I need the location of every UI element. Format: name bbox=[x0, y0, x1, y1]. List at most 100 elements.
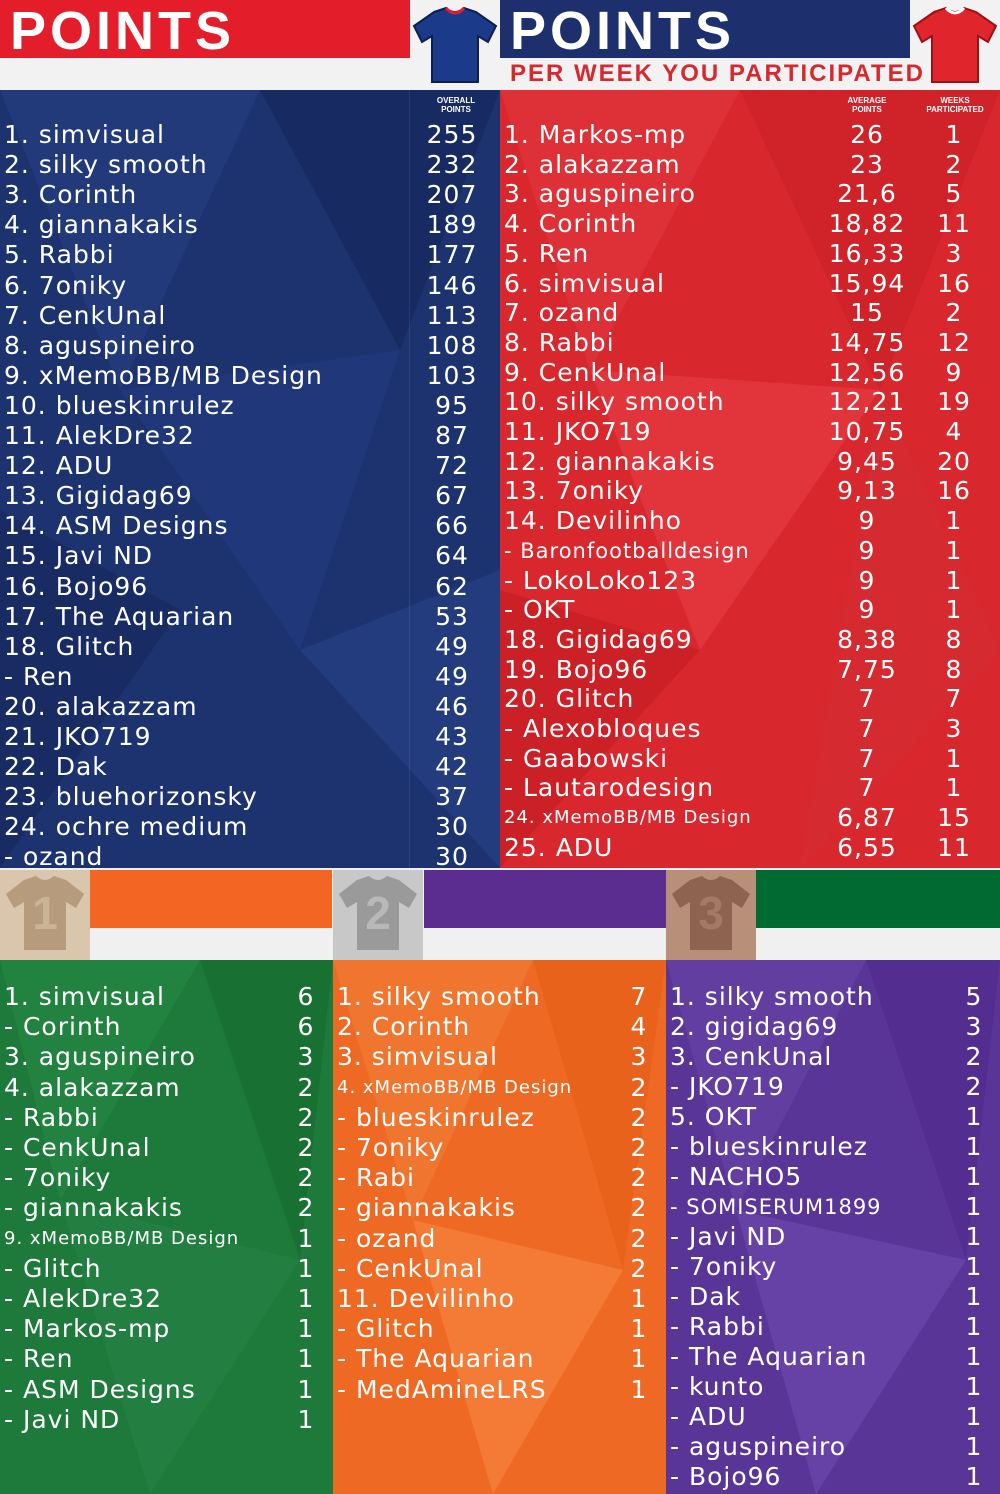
table-row: 1. silky smooth 5 bbox=[666, 982, 1000, 1012]
table-row: - Rabi 2 bbox=[333, 1163, 666, 1193]
table-row: 24. ochre medium 30 bbox=[0, 812, 500, 842]
table-row: 21. JKO719 43 bbox=[0, 722, 500, 752]
first-place-panel: 1. simvisual 6- Corinth 6 3. aguspineiro 3 4.… bbox=[0, 960, 333, 1494]
table-row: 3. aguspineiro 3 bbox=[0, 1042, 333, 1072]
player-name: 6. simvisual bbox=[504, 268, 665, 298]
table-row: - aguspineiro 1 bbox=[666, 1432, 1000, 1462]
overall-points: 62 bbox=[435, 571, 469, 601]
average-points: 9,13 bbox=[837, 476, 897, 506]
right-header-title: POINTS bbox=[510, 1, 736, 61]
weeks-participated: 1 bbox=[945, 773, 963, 803]
table-row: - LokoLoko123 9 1 bbox=[500, 566, 1000, 596]
table-row: 1. simvisual 6 bbox=[0, 982, 333, 1012]
player-name: 12. ADU bbox=[4, 451, 114, 481]
orange-bar bbox=[90, 870, 332, 928]
player-name: - ASM Designs bbox=[4, 1374, 196, 1404]
table-row: 7. CenkUnal 113 bbox=[0, 301, 500, 331]
first-place-count: 1 bbox=[297, 1374, 315, 1404]
second-place-count: 2 bbox=[630, 1163, 648, 1193]
table-row: - giannakakis 2 bbox=[0, 1193, 333, 1223]
rank-3-number: 3 bbox=[698, 887, 724, 939]
player-name: - 7oniky bbox=[4, 1163, 112, 1193]
table-row: 13. 7oniky 9,13 16 bbox=[500, 476, 1000, 506]
first-place-count: 1 bbox=[297, 1284, 315, 1313]
table-row: 4. xMemoBB/MB Design 2 bbox=[333, 1073, 666, 1103]
third-place-count: 1 bbox=[965, 1432, 983, 1461]
overall-points: 43 bbox=[435, 722, 469, 751]
average-points: 18,82 bbox=[828, 209, 906, 239]
table-row: 19. Bojo96 7,75 8 bbox=[500, 655, 1000, 685]
player-name: 18. Glitch bbox=[4, 631, 135, 661]
average-points: 7 bbox=[858, 743, 876, 773]
player-name: 10. silky smooth bbox=[504, 387, 725, 417]
table-row: 17. The Aquarian 53 bbox=[0, 602, 500, 632]
average-points: 7,75 bbox=[837, 654, 897, 684]
player-name: - The Aquarian bbox=[670, 1342, 868, 1371]
player-name: - ozand bbox=[337, 1223, 437, 1253]
average-points: 12,56 bbox=[828, 357, 906, 387]
player-name: - Ren bbox=[4, 661, 74, 691]
player-name: 5. Rabbi bbox=[4, 240, 115, 270]
overall-points: 42 bbox=[435, 752, 469, 782]
player-name: - 7oniky bbox=[670, 1252, 778, 1281]
player-name: 1. silky smooth bbox=[670, 982, 874, 1011]
player-name: - AlekDre32 bbox=[4, 1284, 163, 1313]
table-row: 5. Ren 16,33 3 bbox=[500, 239, 1000, 269]
table-row: - Bojo96 1 bbox=[666, 1462, 1000, 1492]
table-row: 2. Corinth 4 bbox=[333, 1012, 666, 1042]
average-points: 9 bbox=[858, 565, 876, 595]
table-row: 6. 7oniky 146 bbox=[0, 271, 500, 301]
weeks-participated: 5 bbox=[945, 179, 963, 209]
player-name: - CenkUnal bbox=[337, 1253, 484, 1283]
overall-points: 72 bbox=[435, 451, 469, 481]
player-name: 23. bluehorizonsky bbox=[4, 782, 258, 812]
player-name: 2. gigidag69 bbox=[670, 1012, 839, 1041]
table-row: 4. giannakakis 189 bbox=[0, 210, 500, 240]
weeks-participated: 16 bbox=[937, 476, 971, 506]
average-points-panel: AVERAGE POINTS WEEKS PARTICIPATED 1. Mar… bbox=[500, 90, 1000, 868]
weeks-participated: 9 bbox=[945, 357, 963, 387]
third-place-count: 1 bbox=[965, 1132, 983, 1161]
average-points: 26 bbox=[850, 120, 884, 149]
average-points: 14,75 bbox=[828, 327, 906, 357]
table-row: - ADU 1 bbox=[666, 1402, 1000, 1432]
player-name: 1. silky smooth bbox=[337, 982, 541, 1011]
overall-points: 66 bbox=[435, 511, 469, 541]
panel-texture bbox=[666, 960, 1000, 1494]
third-place-count: 1 bbox=[965, 1162, 983, 1191]
player-name: - Ren bbox=[4, 1344, 74, 1374]
first-place-count: 2 bbox=[297, 1102, 315, 1132]
third-place-count: 1 bbox=[965, 1102, 983, 1131]
player-name: 14. Devilinho bbox=[504, 506, 682, 536]
player-name: - Rabbi bbox=[4, 1102, 99, 1132]
overall-points: 37 bbox=[435, 782, 469, 812]
table-row: - OKT 9 1 bbox=[500, 595, 1000, 625]
table-row: - Lautarodesign 7 1 bbox=[500, 773, 1000, 803]
player-name: - kunto bbox=[670, 1372, 765, 1401]
right-header-bar bbox=[500, 0, 910, 58]
table-row: 8. aguspineiro 108 bbox=[0, 331, 500, 361]
second-place-count: 2 bbox=[630, 1193, 648, 1223]
table-row: - NACHO5 1 bbox=[666, 1162, 1000, 1192]
table-row: 4. alakazzam 2 bbox=[0, 1073, 333, 1103]
panel-texture bbox=[0, 960, 333, 1494]
player-name: 20. alakazzam bbox=[4, 691, 198, 721]
weeks-participated: 19 bbox=[937, 387, 971, 417]
panel-texture bbox=[333, 960, 666, 1494]
player-name: 10. blueskinrulez bbox=[4, 390, 235, 420]
weeks-participated: 7 bbox=[945, 684, 963, 714]
table-row: 3. CenkUnal 2 bbox=[666, 1042, 1000, 1072]
table-row: - Glitch 1 bbox=[333, 1314, 666, 1344]
table-row: - Corinth 6 bbox=[0, 1012, 333, 1042]
left-header-bar bbox=[0, 0, 410, 58]
average-points: 6,55 bbox=[837, 832, 897, 862]
table-row: 18. Glitch 49 bbox=[0, 632, 500, 662]
table-row: 12. ADU 72 bbox=[0, 451, 500, 481]
weeks-participated: 1 bbox=[945, 595, 963, 625]
player-name: - Glitch bbox=[337, 1314, 435, 1344]
player-name: - 7oniky bbox=[337, 1133, 445, 1162]
table-row: - blueskinrulez 1 bbox=[666, 1132, 1000, 1162]
table-row: 7. ozand 15 2 bbox=[500, 298, 1000, 328]
table-row: - Glitch 1 bbox=[0, 1254, 333, 1284]
player-name: 2. silky smooth bbox=[4, 150, 208, 180]
